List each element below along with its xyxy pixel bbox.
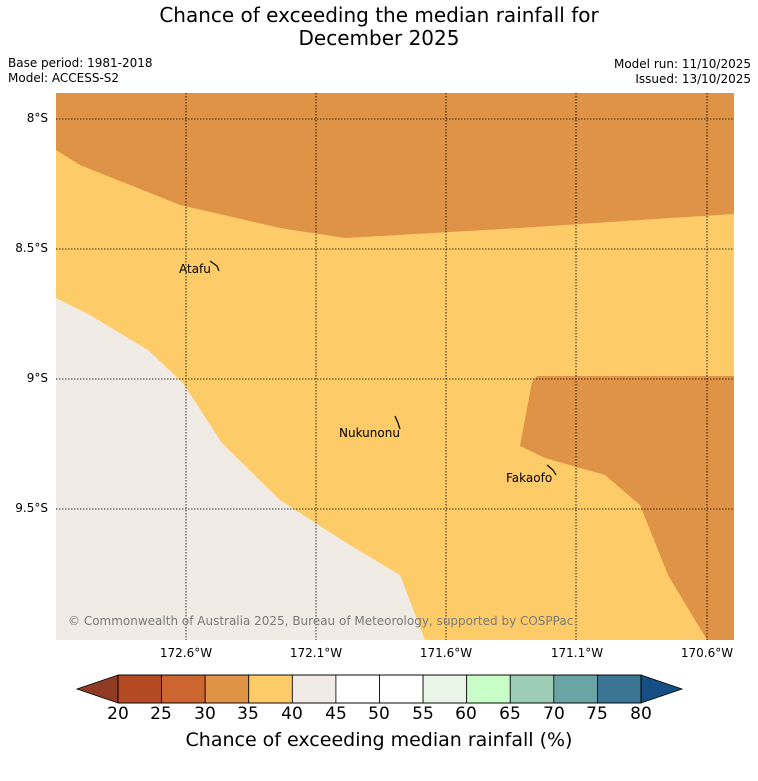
colorbar-tick-25: 25 [150,704,172,724]
atoll-outlines [209,260,557,476]
atafu-outline [209,260,220,272]
colorbar-bin-20-25 [117,674,162,704]
colorbar-bin-50-55 [379,674,424,704]
nukunonu-outline [394,415,401,430]
colorbar-tick-20: 20 [107,704,129,724]
title-line-1: Chance of exceeding the median rainfall … [159,3,599,27]
colorbar-tick-45: 45 [325,704,347,724]
region-40-45 [56,298,425,640]
colorbar-bin-35-40 [248,674,293,704]
place-label-nukunonu: Nukunonu [339,426,400,440]
base-period: Base period: 1981-2018 [8,56,153,70]
colorbar-bin-75-80 [597,674,642,704]
region-30-35-east [520,376,734,640]
lat-label-9-5s: 9.5°S [15,501,48,515]
colorbar-tick-80: 80 [630,704,652,724]
colorbar-over-arrow [640,674,684,704]
lon-label-171-6w: 171.6°W [419,646,473,660]
lat-label-8s: 8°S [26,111,48,125]
lon-label-172-1w: 172.1°W [289,646,343,660]
lat-label-9s: 9°S [26,371,48,385]
colorbar-frame [117,674,642,704]
colorbar-tick-50: 50 [368,704,390,724]
place-label-fakaofo: Fakaofo [506,471,553,485]
lon-label-170-6w: 170.6°W [680,646,734,660]
colorbar-bin-25-30 [161,674,206,704]
title-line-2: December 2025 [298,26,460,50]
model-name: Model: ACCESS-S2 [8,71,120,85]
colorbar-bin-45-50 [335,674,380,704]
meta-right: Model run: 11/10/2025 Issued: 13/10/2025 [614,57,751,87]
place-label-atafu: Atafu [179,262,211,276]
model-run: Model run: 11/10/2025 [613,57,751,71]
fakaofo-outline [546,464,557,476]
colorbar-bin-40-45 [291,674,337,704]
chart-title: Chance of exceeding the median rainfall … [0,4,758,50]
colorbar [75,674,684,704]
colorbar-label: Chance of exceeding median rainfall (%) [185,729,573,751]
colorbar-bin-65-70 [509,674,555,704]
colorbar-bin-70-75 [553,674,598,704]
colorbar-tick-75: 75 [586,704,608,724]
colorbar-tick-30: 30 [194,704,216,724]
colorbar-tick-65: 65 [499,704,521,724]
region-30-35-north [56,93,734,238]
gridlines [56,93,734,640]
colorbar-bin-30-35 [204,674,250,704]
meta-left: Base period: 1981-2018 Model: ACCESS-S2 [8,56,153,86]
lon-label-172-6w: 172.6°W [159,646,213,660]
colorbar-tick-55: 55 [412,704,434,724]
issued-date: Issued: 13/10/2025 [635,72,751,86]
colorbar-bin-55-60 [422,674,468,704]
colorbar-under-arrow [75,674,119,704]
colorbar-tick-35: 35 [237,704,259,724]
colorbar-tick-40: 40 [281,704,303,724]
colorbar-tick-70: 70 [543,704,565,724]
colorbar-bin-60-65 [466,674,511,704]
lon-label-171-1w: 171.1°W [550,646,604,660]
lat-label-8-5s: 8.5°S [15,241,48,255]
copyright-notice: © Commonwealth of Australia 2025, Bureau… [68,614,574,628]
colorbar-tick-60: 60 [455,704,477,724]
